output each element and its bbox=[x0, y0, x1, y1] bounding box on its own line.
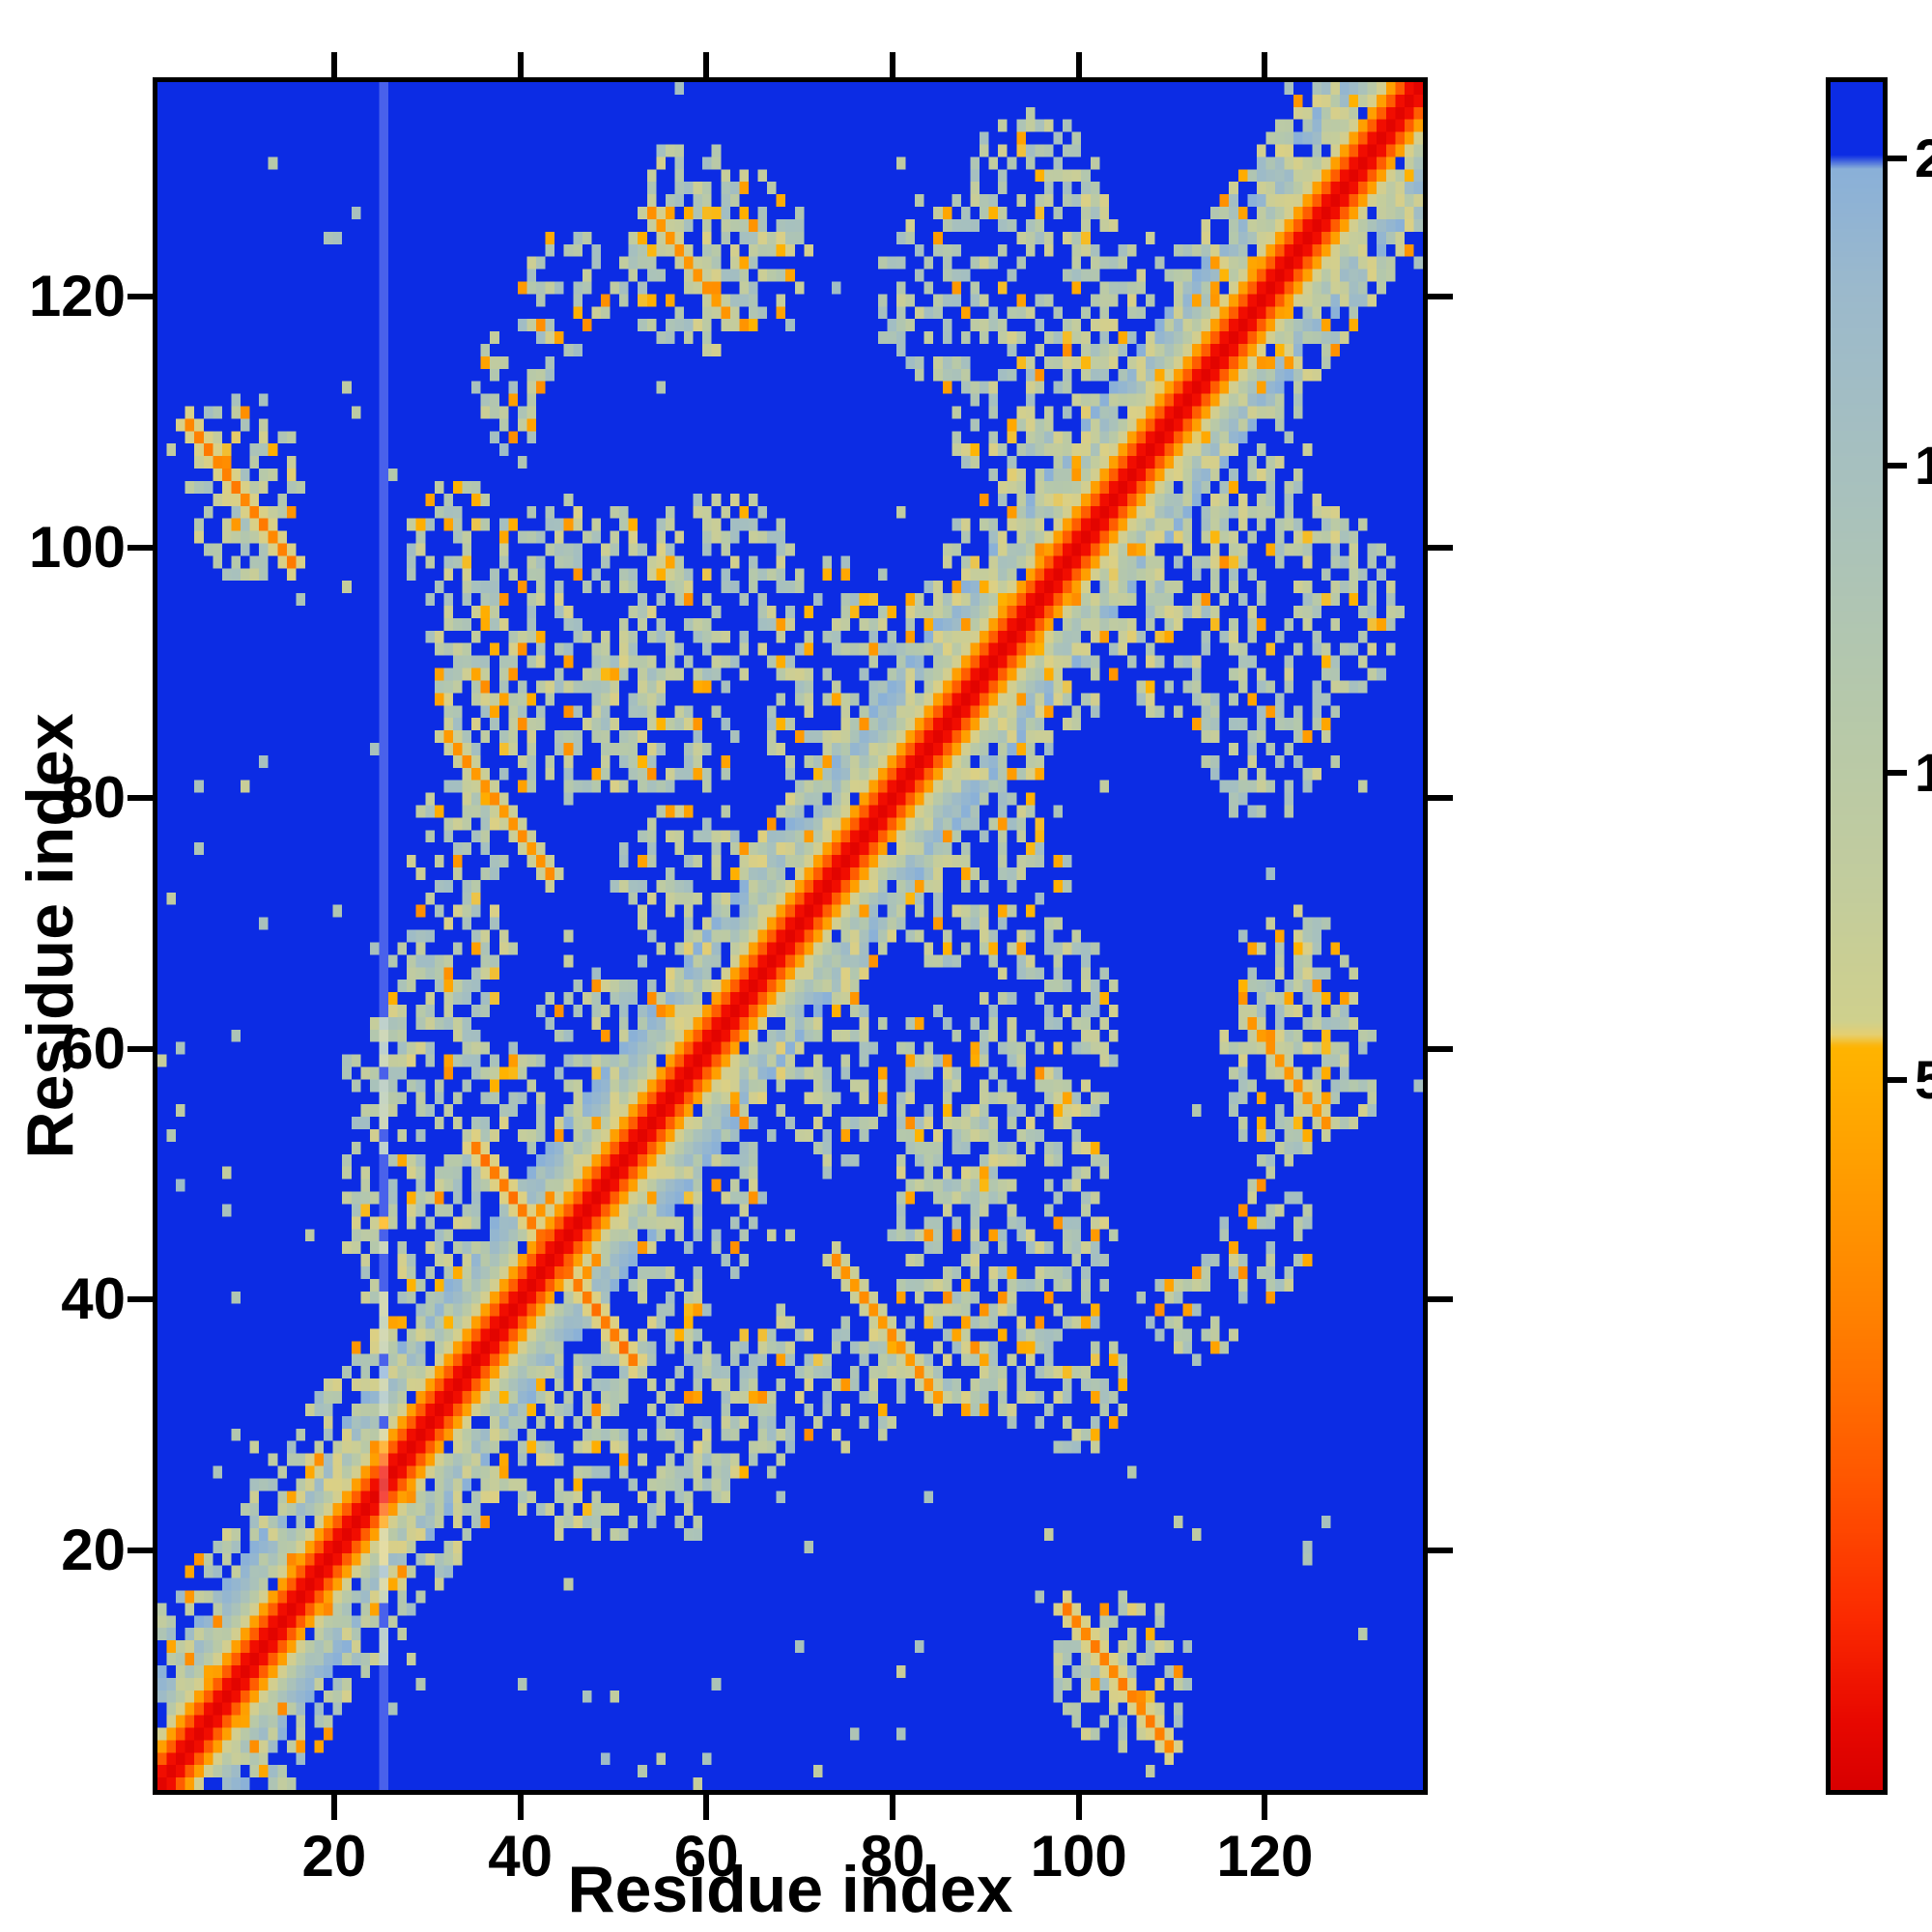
x-axis-top-tick bbox=[1075, 52, 1082, 77]
y-tick-label: 40 bbox=[61, 1266, 126, 1332]
y-axis-tick bbox=[128, 1547, 153, 1553]
colorbar-tick bbox=[1888, 1077, 1907, 1084]
x-tick-label: 60 bbox=[673, 1824, 739, 1889]
colorbar-tick bbox=[1888, 155, 1907, 161]
y-axis-tick bbox=[128, 1045, 153, 1052]
x-axis-tick bbox=[517, 1795, 524, 1820]
x-axis-tick bbox=[703, 1795, 710, 1820]
colorbar-tick-label: 20 bbox=[1915, 127, 1932, 188]
x-tick-label: 80 bbox=[860, 1824, 925, 1889]
y-tick-label: 100 bbox=[28, 514, 126, 580]
x-axis-tick bbox=[330, 1795, 337, 1820]
y-axis-right-tick bbox=[1428, 795, 1453, 802]
x-tick-label: 40 bbox=[488, 1824, 553, 1889]
y-axis-right-tick bbox=[1428, 1547, 1453, 1553]
x-axis-label: Residue index bbox=[567, 1853, 1013, 1926]
x-axis-top-tick bbox=[517, 52, 524, 77]
x-axis-tick bbox=[1075, 1795, 1082, 1820]
colorbar bbox=[1826, 77, 1888, 1795]
y-axis-right-tick bbox=[1428, 544, 1453, 551]
y-tick-label: 120 bbox=[28, 264, 126, 329]
x-axis-tick bbox=[1262, 1795, 1268, 1820]
heatmap-canvas bbox=[157, 82, 1423, 1790]
y-tick-label: 20 bbox=[61, 1517, 126, 1582]
y-axis-tick bbox=[128, 294, 153, 300]
x-axis-top-tick bbox=[330, 52, 337, 77]
colorbar-tick-label: 10 bbox=[1915, 742, 1932, 804]
colorbar-tick-label: 15 bbox=[1915, 434, 1932, 496]
x-axis-tick bbox=[889, 1795, 895, 1820]
x-axis-top-tick bbox=[1262, 52, 1268, 77]
y-axis-tick bbox=[128, 795, 153, 802]
colorbar-tick bbox=[1888, 770, 1907, 777]
y-axis-tick bbox=[128, 544, 153, 551]
x-tick-label: 120 bbox=[1216, 1824, 1314, 1889]
y-tick-label: 80 bbox=[61, 765, 126, 831]
y-axis-right-tick bbox=[1428, 294, 1453, 300]
y-axis-right-tick bbox=[1428, 1045, 1453, 1052]
y-axis-tick bbox=[128, 1296, 153, 1303]
x-tick-label: 100 bbox=[1030, 1824, 1127, 1889]
x-tick-label: 20 bbox=[301, 1824, 367, 1889]
heatmap-plot-area bbox=[153, 77, 1428, 1795]
y-axis-right-tick bbox=[1428, 1296, 1453, 1303]
colorbar-tick-label: 5 bbox=[1915, 1049, 1932, 1111]
colorbar-tick bbox=[1888, 462, 1907, 469]
colorbar-canvas bbox=[1831, 82, 1883, 1790]
x-axis-top-tick bbox=[889, 52, 895, 77]
y-tick-label: 60 bbox=[61, 1015, 126, 1081]
x-axis-top-tick bbox=[703, 52, 710, 77]
